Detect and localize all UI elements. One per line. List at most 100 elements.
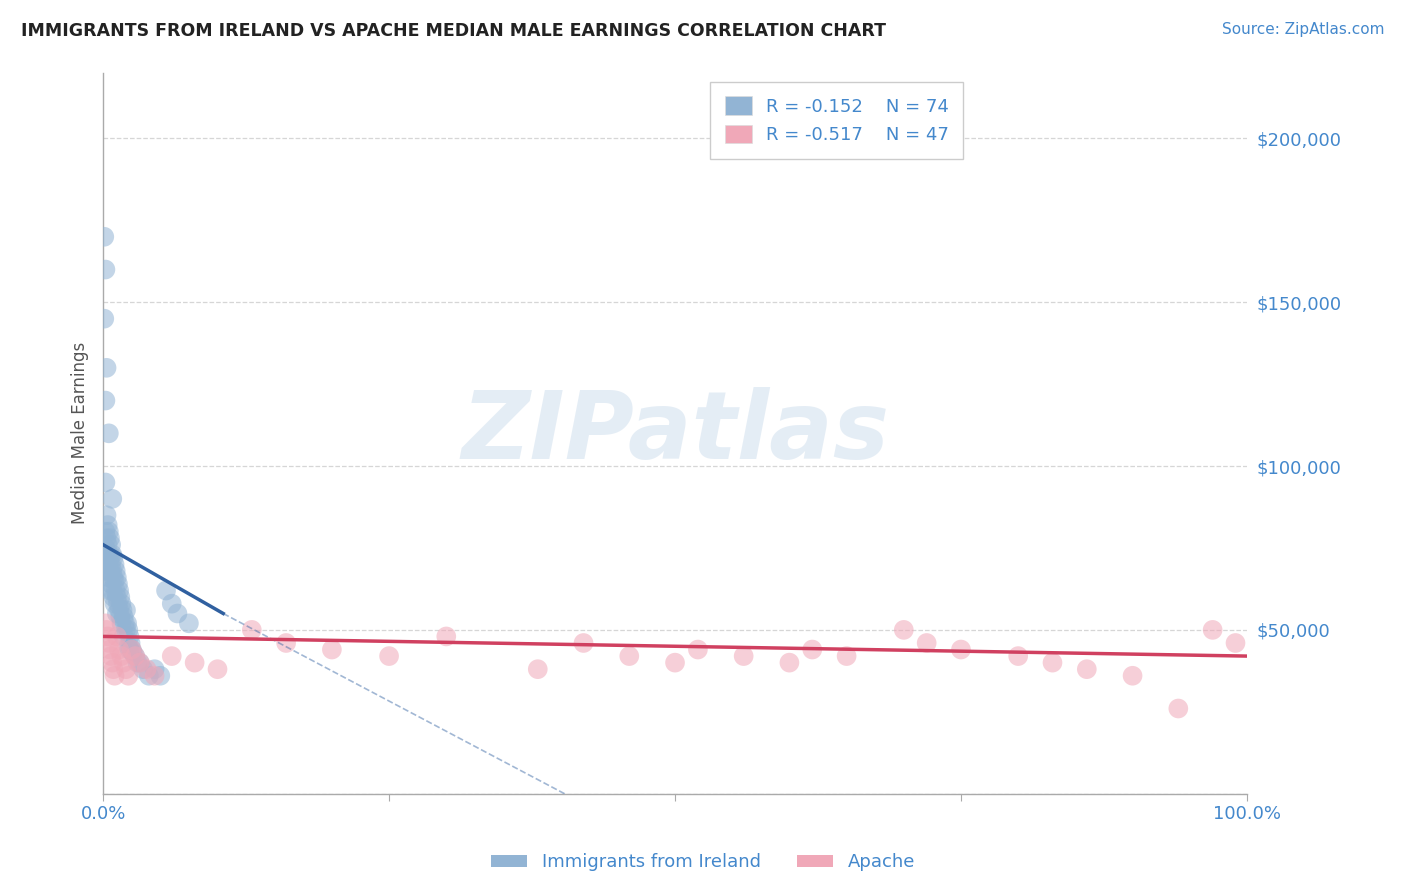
Point [1007, 649, 1029, 664]
Legend: Immigrants from Ireland, Apache: Immigrants from Ireland, Apache [484, 847, 922, 879]
Point [101, 564, 124, 578]
Point [378, 649, 401, 664]
Point [98, 531, 121, 545]
Point [96, 508, 118, 523]
Point [127, 656, 149, 670]
Point [96, 531, 118, 545]
Point [94, 393, 117, 408]
Point [96, 360, 118, 375]
Point [121, 642, 143, 657]
Point [121, 642, 143, 657]
Point [120, 636, 142, 650]
Y-axis label: Median Male Earnings: Median Male Earnings [72, 343, 89, 524]
Point [155, 583, 177, 598]
Point [107, 597, 129, 611]
Point [143, 669, 166, 683]
Point [104, 583, 127, 598]
Point [98, 564, 121, 578]
Text: ZIPatlas: ZIPatlas [461, 387, 889, 479]
Point [177, 616, 200, 631]
Point [110, 649, 132, 664]
Point [101, 491, 124, 506]
Point [110, 597, 132, 611]
Point [101, 656, 124, 670]
Point [94, 524, 117, 539]
Text: Source: ZipAtlas.com: Source: ZipAtlas.com [1222, 22, 1385, 37]
Point [893, 623, 915, 637]
Point [526, 662, 548, 676]
Point [115, 616, 138, 631]
Point [183, 656, 205, 670]
Point [112, 629, 135, 643]
Point [132, 662, 155, 676]
Point [135, 662, 157, 676]
Point [949, 642, 972, 657]
Point [112, 656, 135, 670]
Point [105, 590, 128, 604]
Point [166, 607, 188, 621]
Point [94, 262, 117, 277]
Point [160, 649, 183, 664]
Point [108, 642, 131, 657]
Point [96, 550, 118, 565]
Point [105, 629, 128, 643]
Point [96, 623, 118, 637]
Point [118, 642, 141, 657]
Point [143, 662, 166, 676]
Point [207, 662, 229, 676]
Point [1122, 669, 1144, 683]
Point [149, 669, 172, 683]
Point [103, 597, 125, 611]
Point [1201, 623, 1223, 637]
Point [94, 541, 117, 555]
Point [240, 623, 263, 637]
Point [108, 583, 131, 598]
Point [112, 609, 135, 624]
Point [103, 558, 125, 572]
Point [107, 577, 129, 591]
Point [97, 570, 120, 584]
Point [1042, 656, 1064, 670]
Point [97, 538, 120, 552]
Point [117, 640, 139, 654]
Point [115, 623, 138, 637]
Point [103, 662, 125, 676]
Point [118, 629, 141, 643]
Point [100, 538, 122, 552]
Point [115, 662, 138, 676]
Point [98, 550, 121, 565]
Point [110, 590, 132, 604]
Point [103, 669, 125, 683]
Point [97, 426, 120, 441]
Point [801, 642, 824, 657]
Point [97, 524, 120, 539]
Point [98, 583, 121, 598]
Point [93, 229, 115, 244]
Point [114, 616, 136, 631]
Point [572, 636, 595, 650]
Point [103, 590, 125, 604]
Point [1225, 636, 1247, 650]
Point [98, 642, 121, 657]
Point [93, 311, 115, 326]
Point [835, 649, 858, 664]
Point [1076, 662, 1098, 676]
Point [733, 649, 755, 664]
Point [117, 623, 139, 637]
Point [105, 607, 128, 621]
Point [915, 636, 938, 650]
Point [100, 577, 122, 591]
Point [100, 558, 122, 572]
Point [115, 603, 138, 617]
Point [103, 550, 125, 565]
Point [619, 649, 641, 664]
Point [111, 603, 134, 617]
Point [128, 656, 150, 670]
Point [94, 616, 117, 631]
Point [100, 649, 122, 664]
Point [94, 475, 117, 490]
Point [103, 574, 125, 588]
Point [686, 642, 709, 657]
Point [97, 548, 120, 562]
Point [104, 564, 127, 578]
